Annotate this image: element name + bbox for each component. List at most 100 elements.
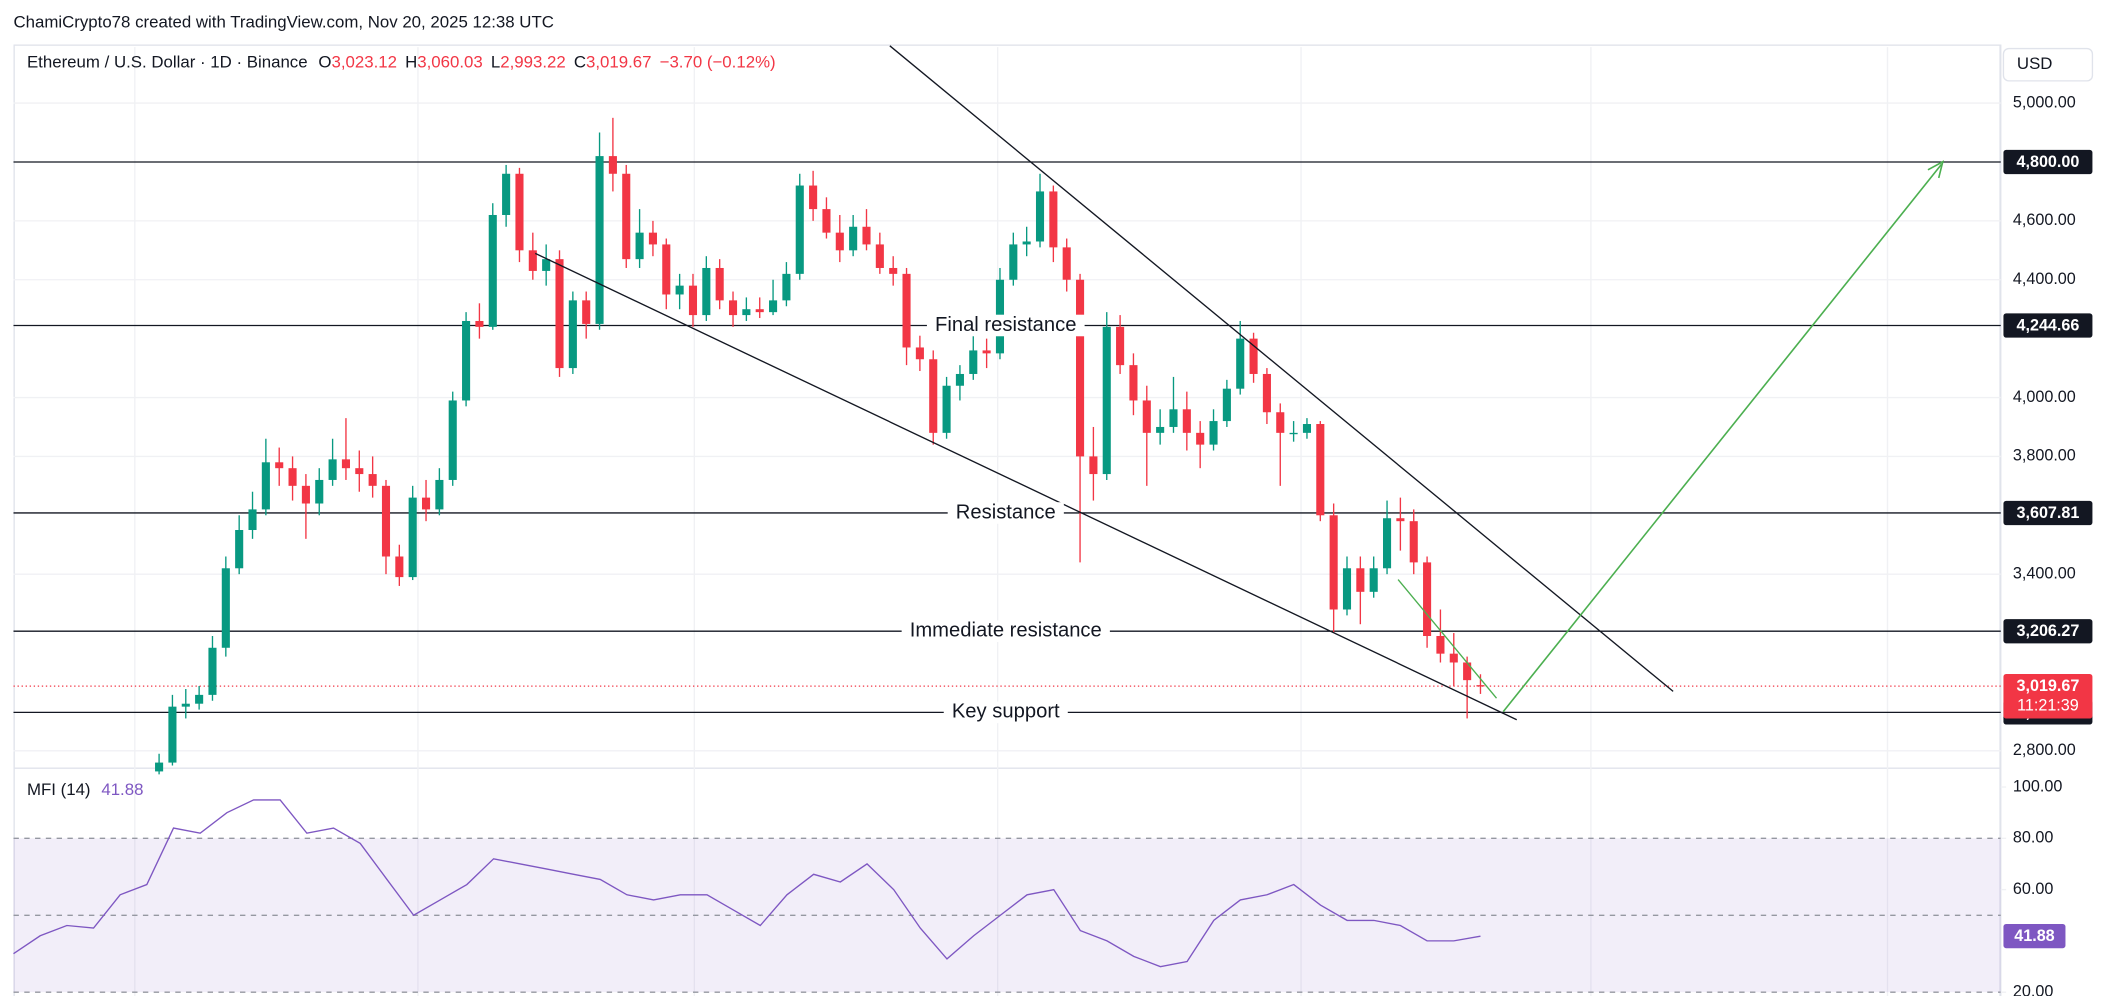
last-price-badge: [2003, 674, 2093, 719]
candles-layer: [13, 117, 1485, 968]
candle-body: [1156, 426, 1165, 433]
projection-arrow: [1927, 160, 1945, 179]
candle-body: [1329, 515, 1338, 610]
mfi-header: MFI (14) 41.88: [27, 781, 144, 800]
level-badge-label: 4,244.66: [2016, 316, 2079, 334]
level-label: Resistance: [956, 501, 1056, 523]
candle-body: [315, 479, 324, 504]
candle-body: [1396, 518, 1405, 522]
candle-body: [195, 694, 204, 704]
last-price-label: 3,019.67: [2016, 677, 2079, 695]
candle-body: [1249, 338, 1258, 374]
level-label-bg: [943, 701, 1068, 724]
candle-body: [1302, 424, 1312, 433]
candle-body: [755, 309, 764, 313]
candle-body: [728, 300, 738, 316]
candle-body: [769, 300, 778, 313]
candle-body: [955, 373, 964, 386]
candle-body: [1062, 247, 1071, 280]
candle-body: [288, 468, 297, 486]
candle-body: [688, 285, 698, 316]
level-label: Final resistance: [935, 314, 1077, 336]
mfi-badge-label: 41.88: [2014, 927, 2054, 945]
y-tick-label: 3,400.00: [2013, 564, 2076, 582]
candle-body: [702, 267, 711, 316]
mfi-badge: [2003, 923, 2066, 949]
candle-body: [208, 647, 217, 695]
drawings: [534, 45, 1945, 721]
candle-body: [929, 359, 938, 433]
candle-body: [635, 232, 644, 260]
candle-body: [168, 706, 177, 763]
candle-body: [1423, 562, 1432, 636]
mfi-tick-label: 60.00: [2013, 880, 2053, 898]
candle-body: [555, 259, 564, 369]
candle-body: [715, 267, 724, 301]
candle-body: [155, 762, 164, 772]
ohlc-value: 3,060.03: [417, 53, 483, 72]
candle-body: [902, 273, 911, 348]
candle-body: [181, 703, 190, 707]
level-badge: [2003, 149, 2093, 175]
candle-body: [1436, 635, 1445, 654]
level-badge: [2003, 500, 2093, 526]
candle-body: [1076, 279, 1085, 457]
attribution: ChamiCrypto78 created with TradingView.c…: [13, 12, 553, 31]
candle-body: [1169, 409, 1178, 427]
candle-body: [448, 400, 457, 480]
candle-body: [261, 462, 270, 510]
candle-body: [248, 509, 257, 531]
ohlc-value: 2,993.22: [500, 53, 566, 72]
y-tick-label: 4,000.00: [2013, 388, 2076, 406]
mfi-value: 41.88: [101, 781, 143, 800]
candle-body: [235, 530, 244, 569]
mfi-line: [13, 799, 1481, 968]
currency-box[interactable]: [2002, 47, 2094, 82]
labels-layer: 2,800.00 3,400.00 3,800.00 4,000.00 4,400.00…: [901, 93, 2093, 996]
ohlc-value: 3,023.12: [331, 53, 397, 72]
candle-body: [1356, 568, 1365, 592]
candle-body: [782, 273, 791, 301]
candle-body: [301, 485, 310, 504]
candle-body: [662, 244, 671, 295]
upper-trendline: [889, 45, 1674, 692]
candle-body: [395, 556, 404, 578]
candle-body: [528, 250, 537, 271]
countdown: 11:21:39: [2017, 697, 2079, 715]
lower-trendline: [534, 252, 1518, 721]
level-label: Key support: [952, 701, 1060, 723]
level-badge-label: 3,607.81: [2016, 504, 2079, 522]
currency: USD: [2017, 54, 2053, 73]
candle-body: [915, 347, 924, 360]
candle-body: [862, 226, 871, 245]
candle-body: [875, 244, 884, 268]
grid-layer: [13, 102, 2007, 993]
candle-body: [1289, 432, 1298, 435]
candle-body: [341, 459, 350, 469]
level-label-bg: [947, 502, 1064, 524]
candle-body: [648, 232, 657, 245]
candle-body: [1276, 412, 1285, 433]
candle-body: [608, 156, 617, 174]
candle-body: [1262, 373, 1271, 413]
candle-body: [368, 474, 377, 486]
mfi-tick-label: 100.00: [2013, 777, 2062, 795]
level-label-bg: [926, 314, 1085, 337]
mfi-tick-label: 80.00: [2013, 829, 2053, 847]
y-tick-label: 4,600.00: [2013, 211, 2076, 229]
mfi-name: MFI (14): [27, 781, 91, 800]
candle-body: [275, 462, 284, 469]
candle-body: [1089, 456, 1098, 475]
level-badge-label: 3,206.27: [2016, 622, 2079, 640]
candle-body: [1035, 191, 1045, 242]
candle-body: [1409, 521, 1418, 563]
candle-body: [355, 468, 364, 475]
level-label: Immediate resistance: [910, 620, 1102, 642]
candle-body: [969, 350, 978, 374]
candle-body: [1196, 432, 1205, 445]
candle-body: [1463, 662, 1472, 681]
candle-body: [1342, 568, 1352, 610]
